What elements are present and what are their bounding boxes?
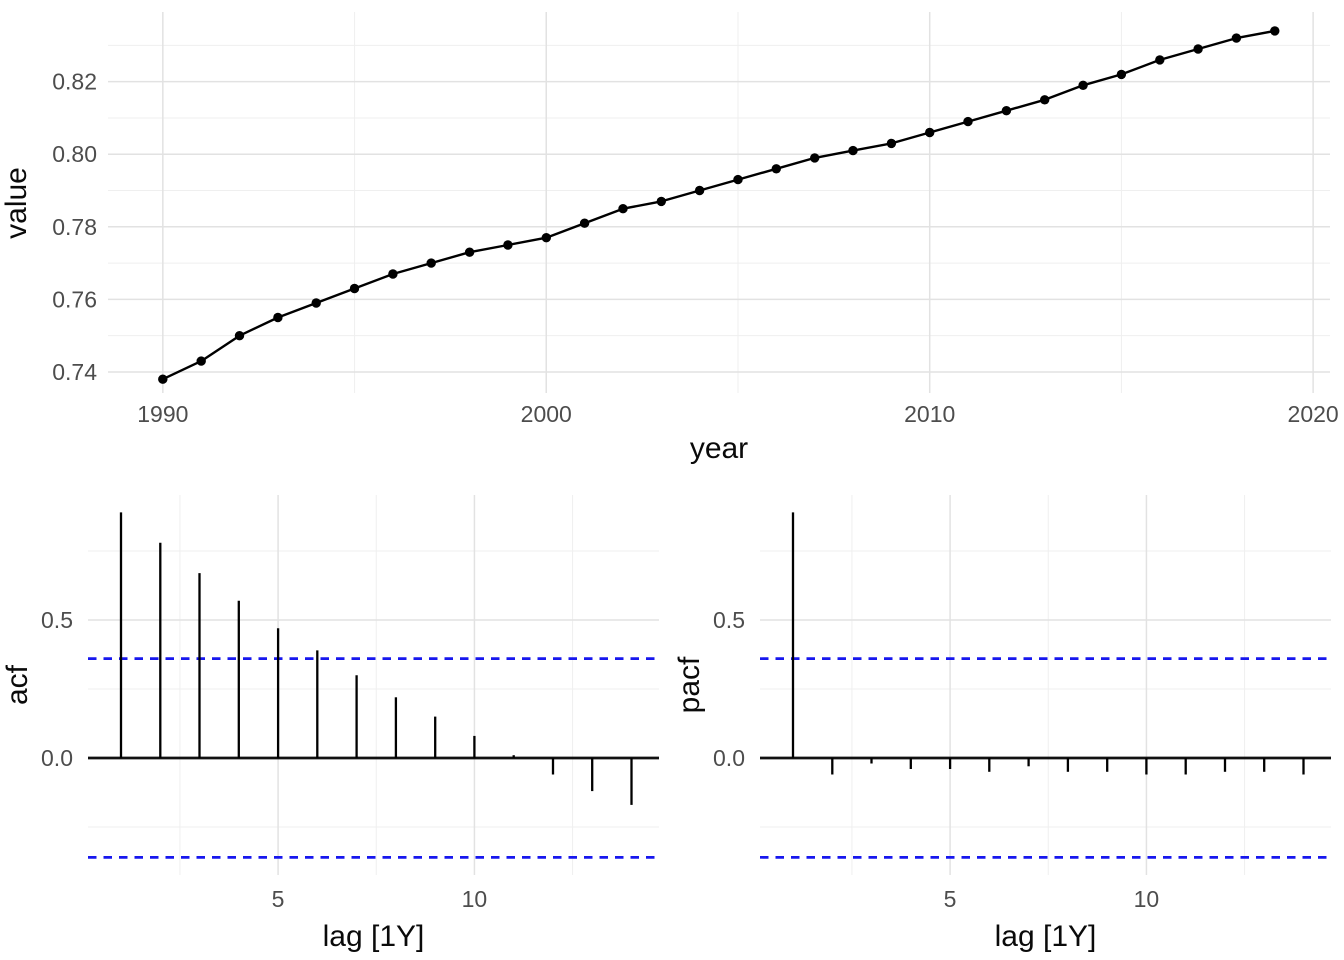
timeseries-point bbox=[886, 138, 897, 149]
timeseries-point bbox=[1231, 33, 1242, 43]
timeseries-x-tick-label: 1990 bbox=[137, 401, 188, 427]
timeseries-point bbox=[234, 331, 245, 341]
acf-y-axis-title: acf bbox=[1, 664, 34, 705]
timeseries-x-tick-label: 2010 bbox=[904, 401, 955, 427]
acf-x-tick-label: 10 bbox=[462, 886, 488, 912]
acf-x-axis-title: lag [1Y] bbox=[323, 920, 425, 953]
timeseries-y-tick-label: 0.82 bbox=[52, 69, 97, 95]
timeseries-point bbox=[733, 174, 743, 185]
pacf-x-tick-label: 10 bbox=[1134, 886, 1160, 912]
pacf-y-tick-label: 0.5 bbox=[713, 607, 745, 633]
timeseries-point bbox=[541, 233, 551, 243]
timeseries-point bbox=[810, 153, 820, 163]
timeseries-point bbox=[1078, 80, 1088, 91]
timeseries-point bbox=[273, 312, 283, 323]
timeseries-point bbox=[388, 269, 398, 279]
timeseries-y-axis-title: value bbox=[0, 167, 33, 239]
timeseries-point bbox=[656, 196, 666, 207]
pacf-y-axis-title: pacf bbox=[673, 656, 706, 713]
timeseries-y-tick-label: 0.76 bbox=[52, 286, 97, 312]
timeseries-point bbox=[618, 204, 628, 214]
timeseries-x-tick-label: 2000 bbox=[521, 401, 572, 427]
timeseries-y-tick-label: 0.78 bbox=[52, 214, 97, 240]
timeseries-point bbox=[503, 240, 513, 250]
timeseries-point bbox=[1155, 55, 1165, 65]
acf-y-tick-label: 0.5 bbox=[41, 607, 73, 633]
timeseries-line bbox=[162, 29, 1276, 381]
timeseries-point bbox=[1270, 26, 1280, 36]
pacf-x-axis-title: lag [1Y] bbox=[995, 920, 1097, 953]
timeseries-point bbox=[311, 298, 321, 308]
timeseries-point bbox=[771, 164, 781, 174]
timeseries-point bbox=[464, 247, 475, 257]
timeseries-x-axis-title: year bbox=[690, 432, 748, 465]
timeseries-point bbox=[925, 127, 935, 138]
timeseries-point bbox=[158, 374, 168, 384]
timeseries-point bbox=[963, 116, 973, 127]
timeseries-point bbox=[1040, 95, 1050, 105]
timeseries-point bbox=[848, 145, 858, 156]
pacf-x-tick-label: 5 bbox=[944, 886, 957, 912]
timeseries-y-tick-label: 0.80 bbox=[52, 141, 97, 167]
acf-x-tick-label: 5 bbox=[272, 886, 285, 912]
timeseries-point bbox=[426, 258, 436, 268]
timeseries-point bbox=[349, 283, 360, 294]
pacf-y-tick-label: 0.0 bbox=[713, 745, 745, 771]
timeseries-y-tick-label: 0.74 bbox=[52, 359, 97, 385]
timeseries-point bbox=[1001, 106, 1012, 116]
timeseries-x-tick-label: 2020 bbox=[1288, 401, 1339, 427]
timeseries-point bbox=[694, 185, 705, 196]
timeseries-point bbox=[579, 218, 590, 228]
timeseries-point bbox=[1116, 69, 1127, 80]
acf-y-tick-label: 0.0 bbox=[41, 745, 73, 771]
timeseries-point bbox=[196, 356, 206, 366]
timeseries-point bbox=[1193, 44, 1203, 54]
